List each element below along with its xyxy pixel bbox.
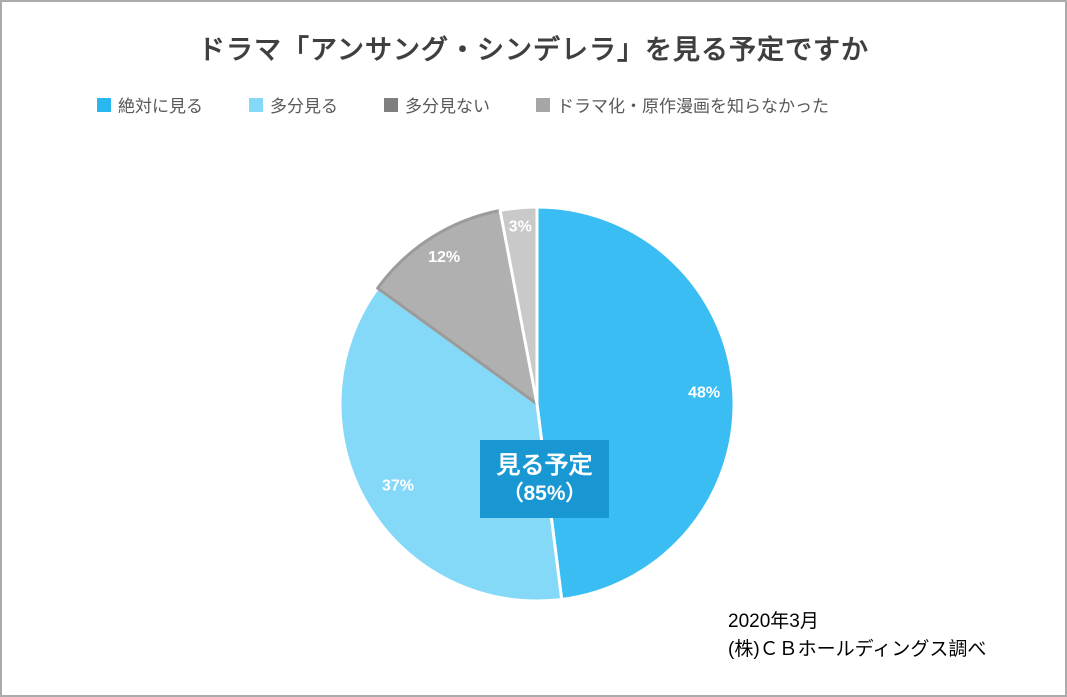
legend-swatch-icon bbox=[97, 97, 111, 112]
legend-item-label: 絶対に見る bbox=[118, 97, 203, 116]
center-annotation: 見る予定 （85%） bbox=[480, 440, 609, 518]
center-annotation-value: （85%） bbox=[502, 481, 587, 505]
slice-value-label: 48% bbox=[688, 385, 720, 402]
legend-swatch-icon bbox=[249, 97, 263, 112]
center-annotation-title: 見る予定 bbox=[496, 452, 593, 480]
source-note: 2020年3月 (株)ＣＢホールディングス調べ bbox=[728, 608, 986, 664]
legend-item: 絶対に見る bbox=[97, 92, 203, 117]
slice-value-label: 3% bbox=[509, 219, 532, 236]
legend-item: 多分見ない bbox=[384, 92, 490, 117]
legend-swatch-icon bbox=[536, 97, 550, 112]
pie-slice bbox=[338, 286, 564, 603]
source-date: 2020年3月 bbox=[728, 611, 819, 632]
legend-item-label: ドラマ化・原作漫画を知らなかった bbox=[557, 97, 829, 116]
legend-item: 多分見る bbox=[249, 92, 338, 117]
legend-swatch-icon bbox=[384, 97, 398, 112]
legend-item-label: 多分見ない bbox=[405, 97, 490, 116]
pie-chart: 48% 37% 12% 3% bbox=[338, 205, 736, 603]
slice-value-label: 37% bbox=[382, 477, 414, 494]
slice-value-label: 12% bbox=[428, 249, 460, 266]
source-organization: (株)ＣＢホールディングス調べ bbox=[728, 639, 987, 660]
chart-title: ドラマ「アンサング・シンデレラ」を見る予定ですか bbox=[198, 35, 869, 65]
legend-item: ドラマ化・原作漫画を知らなかった bbox=[536, 92, 829, 117]
pie-slice bbox=[376, 208, 539, 406]
pie-chart-area: 48% 37% 12% 3% bbox=[327, 194, 747, 614]
pie-slice bbox=[535, 205, 736, 601]
chart-legend: 絶対に見る 多分見る 多分見ない ドラマ化・原作漫画を知らなかった bbox=[97, 92, 829, 117]
pie-slice bbox=[498, 205, 539, 406]
legend-item-label: 多分見る bbox=[270, 97, 338, 116]
